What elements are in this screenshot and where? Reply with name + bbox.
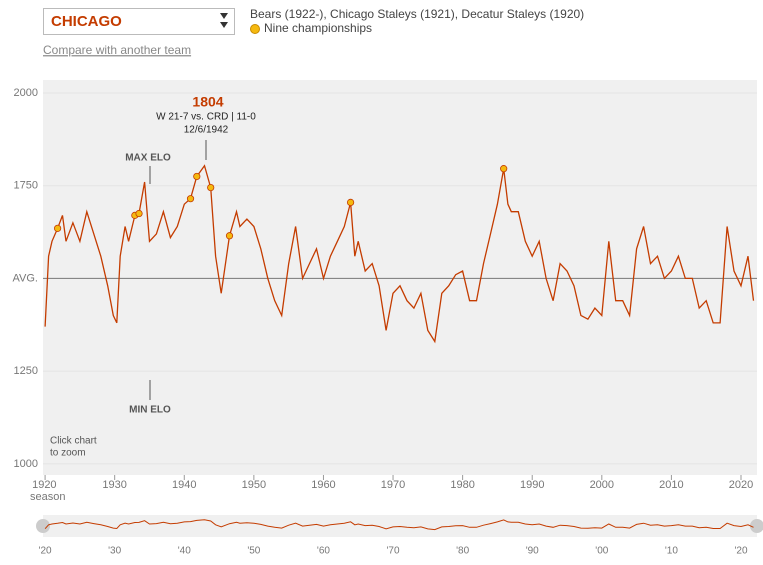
mini-tick-label: '40 xyxy=(178,546,191,557)
mini-tick-label: '90 xyxy=(526,546,539,557)
x-tick-label: 1920 xyxy=(32,479,56,491)
compare-link[interactable]: Compare with another team xyxy=(43,43,191,57)
x-tick-label: 1960 xyxy=(311,479,335,491)
zoom-hint: to zoom xyxy=(50,448,86,459)
team-name[interactable]: CHICAGO xyxy=(51,13,122,30)
y-tick-label: 2000 xyxy=(14,87,38,99)
championship-dot xyxy=(54,224,62,232)
peak-date: 12/6/1942 xyxy=(184,125,229,136)
elo-line xyxy=(44,164,755,344)
x-tick-label: 1940 xyxy=(172,479,196,491)
mini-tick-label: '20 xyxy=(39,546,52,557)
mini-tick-label: '50 xyxy=(247,546,260,557)
peak-game: W 21-7 vs. CRD | 11-0 xyxy=(156,112,256,123)
x-tick-label: 1930 xyxy=(102,479,126,491)
peak-label: 1804 xyxy=(192,94,223,110)
mini-tick-label: '30 xyxy=(108,546,121,557)
mini-tick-label: '10 xyxy=(665,546,678,557)
legend-dot xyxy=(250,24,260,34)
team-select[interactable] xyxy=(43,8,235,35)
zoom-hint: Click chart xyxy=(50,436,97,447)
mini-tick-label: '00 xyxy=(595,546,608,557)
x-tick-label: 1990 xyxy=(520,479,544,491)
y-tick-label: 1750 xyxy=(14,180,38,192)
x-tick-label: 1970 xyxy=(381,479,405,491)
mini-handle[interactable] xyxy=(750,519,763,533)
mini-handle[interactable] xyxy=(36,519,50,533)
team-names: Bears (1922-), Chicago Staleys (1921), D… xyxy=(250,7,584,21)
championship-dot xyxy=(186,195,195,203)
championship-dot xyxy=(225,232,234,240)
championship-dot xyxy=(193,172,201,181)
mini-tick-label: '70 xyxy=(387,546,400,557)
x-tick-label: 1950 xyxy=(242,479,266,491)
y-tick-label: 1000 xyxy=(14,458,38,470)
x-axis-label: season xyxy=(30,491,65,503)
mini-tick-label: '80 xyxy=(456,546,469,557)
mini-tick-label: '60 xyxy=(317,546,330,557)
x-tick-label: 2020 xyxy=(729,479,753,491)
championship-dot xyxy=(346,198,355,206)
championship-dot xyxy=(500,165,508,173)
y-tick-label: AVG. xyxy=(13,272,38,284)
max-label: MAX ELO xyxy=(125,153,171,164)
y-tick-label: 1250 xyxy=(14,365,38,377)
x-tick-label: 1980 xyxy=(450,479,474,491)
x-tick-label: 2000 xyxy=(590,479,614,491)
mini-tick-label: '20 xyxy=(734,546,747,557)
championship-dot xyxy=(207,183,215,192)
legend-label: Nine championships xyxy=(264,21,372,35)
championship-dot xyxy=(135,209,143,218)
x-tick-label: 2010 xyxy=(659,479,683,491)
plot-background[interactable] xyxy=(43,80,757,475)
min-label: MIN ELO xyxy=(129,405,171,416)
mini-elo-line xyxy=(44,519,754,531)
select-arrows xyxy=(220,13,228,28)
